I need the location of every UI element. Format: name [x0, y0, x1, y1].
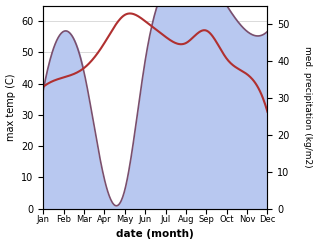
X-axis label: date (month): date (month) — [116, 230, 194, 239]
Y-axis label: max temp (C): max temp (C) — [5, 73, 16, 141]
Y-axis label: med. precipitation (kg/m2): med. precipitation (kg/m2) — [303, 46, 313, 168]
